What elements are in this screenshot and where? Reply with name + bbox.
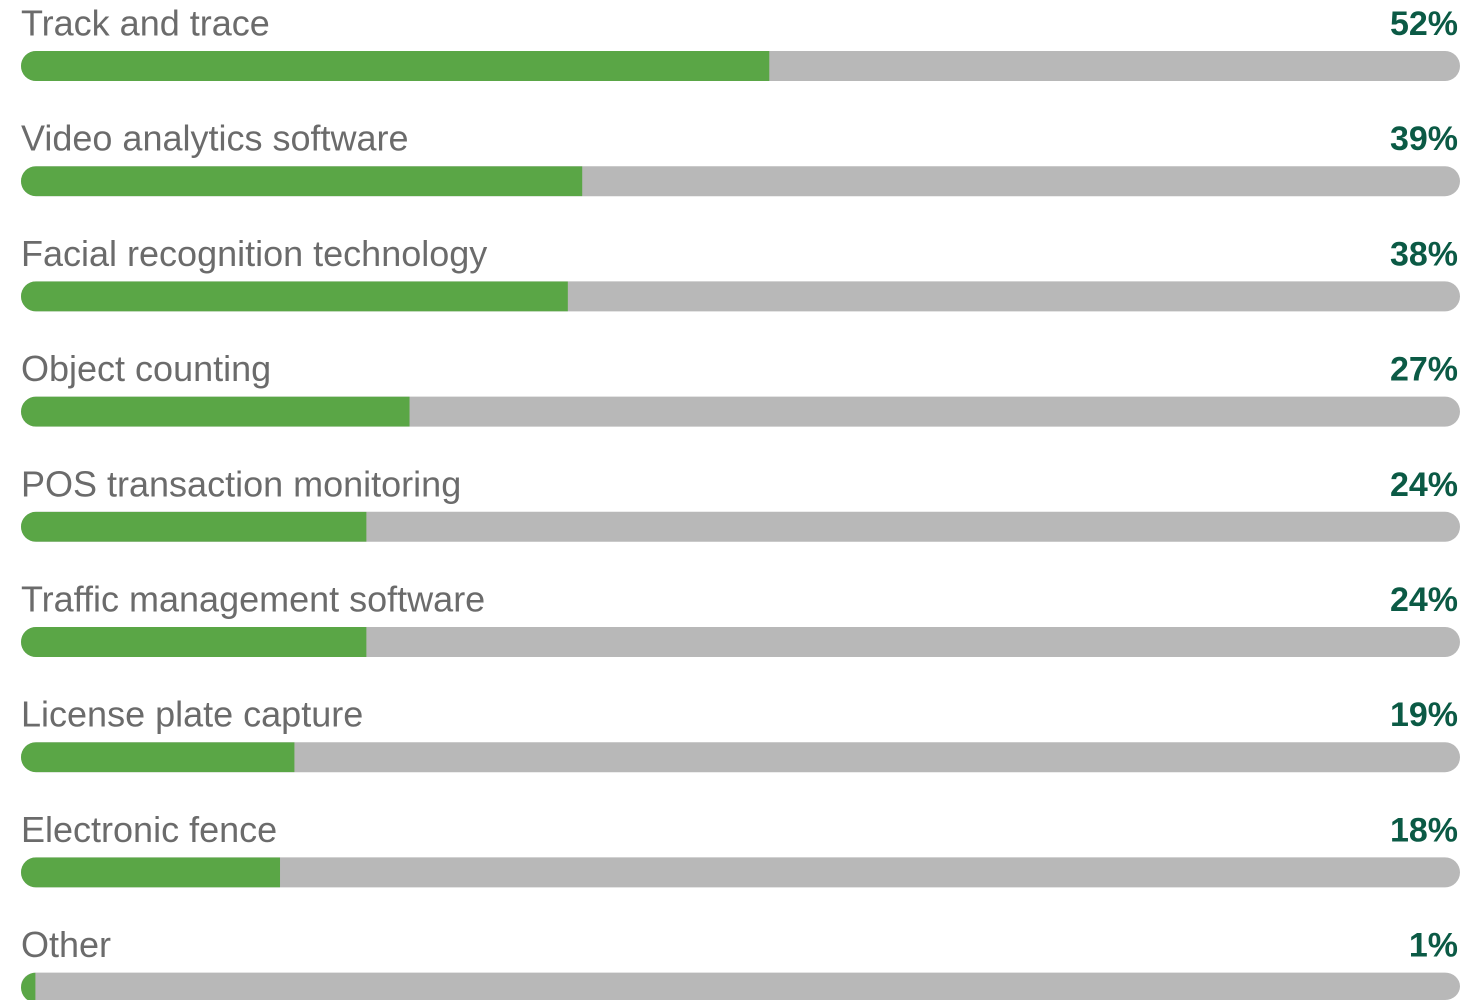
bar	[21, 166, 583, 197]
category-label: Track and trace	[21, 3, 270, 44]
bar	[21, 281, 568, 312]
bar	[21, 742, 295, 773]
bar	[21, 511, 367, 542]
value-label: 24%	[1390, 581, 1458, 619]
category-label: Video analytics software	[21, 118, 409, 159]
bar-track	[21, 627, 1460, 657]
value-label: 24%	[1390, 466, 1458, 504]
value-label: 52%	[1390, 5, 1458, 43]
category-label: Traffic management software	[21, 579, 485, 620]
category-label: POS transaction monitoring	[21, 463, 461, 504]
value-label: 19%	[1390, 696, 1458, 734]
bar	[21, 972, 36, 1000]
category-label: License plate capture	[21, 694, 363, 735]
bar-track	[21, 511, 1460, 542]
value-label: 27%	[1390, 351, 1458, 389]
bar-track	[21, 972, 1460, 1000]
bar	[21, 627, 367, 657]
value-label: 18%	[1390, 811, 1458, 849]
bar-track	[21, 742, 1460, 773]
category-label: Object counting	[21, 348, 271, 389]
value-label: 39%	[1390, 120, 1458, 158]
bar	[21, 51, 770, 81]
category-label: Electronic fence	[21, 809, 277, 850]
bar	[21, 857, 281, 888]
value-label: 1%	[1409, 927, 1458, 965]
category-label: Facial recognition technology	[21, 233, 487, 274]
bar-track	[21, 857, 1460, 888]
bar	[21, 396, 410, 427]
category-label: Other	[21, 924, 111, 965]
value-label: 38%	[1390, 235, 1458, 273]
